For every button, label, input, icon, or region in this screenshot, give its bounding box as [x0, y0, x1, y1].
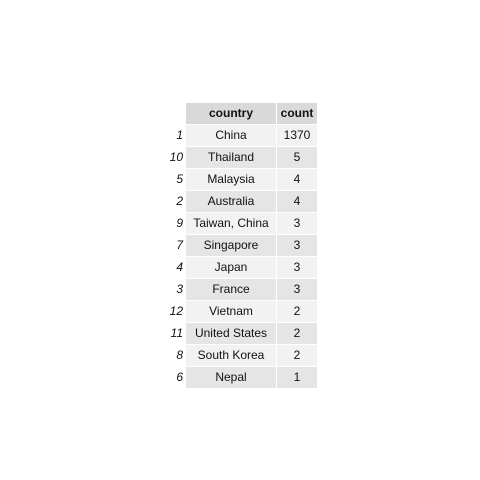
table-row: 5 Malaysia 4 — [162, 168, 318, 191]
table-row: 9 Taiwan, China 3 — [162, 212, 318, 235]
cell-count: 3 — [276, 234, 318, 257]
cell-country: Taiwan, China — [185, 212, 277, 235]
cell-count: 4 — [276, 190, 318, 213]
table-row: 3 France 3 — [162, 278, 318, 301]
table-row: 11 United States 2 — [162, 322, 318, 345]
table-row: 4 Japan 3 — [162, 256, 318, 279]
cell-count: 2 — [276, 322, 318, 345]
cell-country: Japan — [185, 256, 277, 279]
cell-count: 3 — [276, 212, 318, 235]
cell-country: Thailand — [185, 146, 277, 169]
cell-count: 2 — [276, 300, 318, 323]
table-row: 6 Nepal 1 — [162, 366, 318, 389]
table-row: 7 Singapore 3 — [162, 234, 318, 257]
header-row: country count — [162, 102, 318, 125]
cell-count: 3 — [276, 278, 318, 301]
cell-count: 1370 — [276, 124, 318, 147]
row-index: 2 — [162, 190, 186, 213]
table-row: 2 Australia 4 — [162, 190, 318, 213]
cell-country: Malaysia — [185, 168, 277, 191]
cell-country: China — [185, 124, 277, 147]
table-row: 10 Thailand 5 — [162, 146, 318, 169]
cell-count: 1 — [276, 366, 318, 389]
row-index: 5 — [162, 168, 186, 191]
index-header — [162, 102, 186, 125]
table-body: 1 China 1370 10 Thailand 5 5 Malaysia 4 2 Australi… — [162, 124, 318, 389]
cell-count: 3 — [276, 256, 318, 279]
column-header-country: country — [185, 102, 277, 125]
cell-country: Singapore — [185, 234, 277, 257]
cell-count: 5 — [276, 146, 318, 169]
row-index: 7 — [162, 234, 186, 257]
cell-count: 2 — [276, 344, 318, 367]
row-index: 4 — [162, 256, 186, 279]
cell-country: Vietnam — [185, 300, 277, 323]
row-index: 3 — [162, 278, 186, 301]
row-index: 11 — [162, 322, 186, 345]
table-row: 12 Vietnam 2 — [162, 300, 318, 323]
column-header-count: count — [276, 102, 318, 125]
table-row: 8 South Korea 2 — [162, 344, 318, 367]
row-index: 1 — [162, 124, 186, 147]
cell-country: France — [185, 278, 277, 301]
row-index: 8 — [162, 344, 186, 367]
cell-country: Nepal — [185, 366, 277, 389]
row-index: 6 — [162, 366, 186, 389]
cell-country: United States — [185, 322, 277, 345]
cell-count: 4 — [276, 168, 318, 191]
table-row: 1 China 1370 — [162, 124, 318, 147]
row-index: 9 — [162, 212, 186, 235]
cell-country: South Korea — [185, 344, 277, 367]
data-table: country count 1 China 1370 10 Thailand 5 5 Mala… — [162, 102, 318, 389]
row-index: 12 — [162, 300, 186, 323]
cell-country: Australia — [185, 190, 277, 213]
row-index: 10 — [162, 146, 186, 169]
